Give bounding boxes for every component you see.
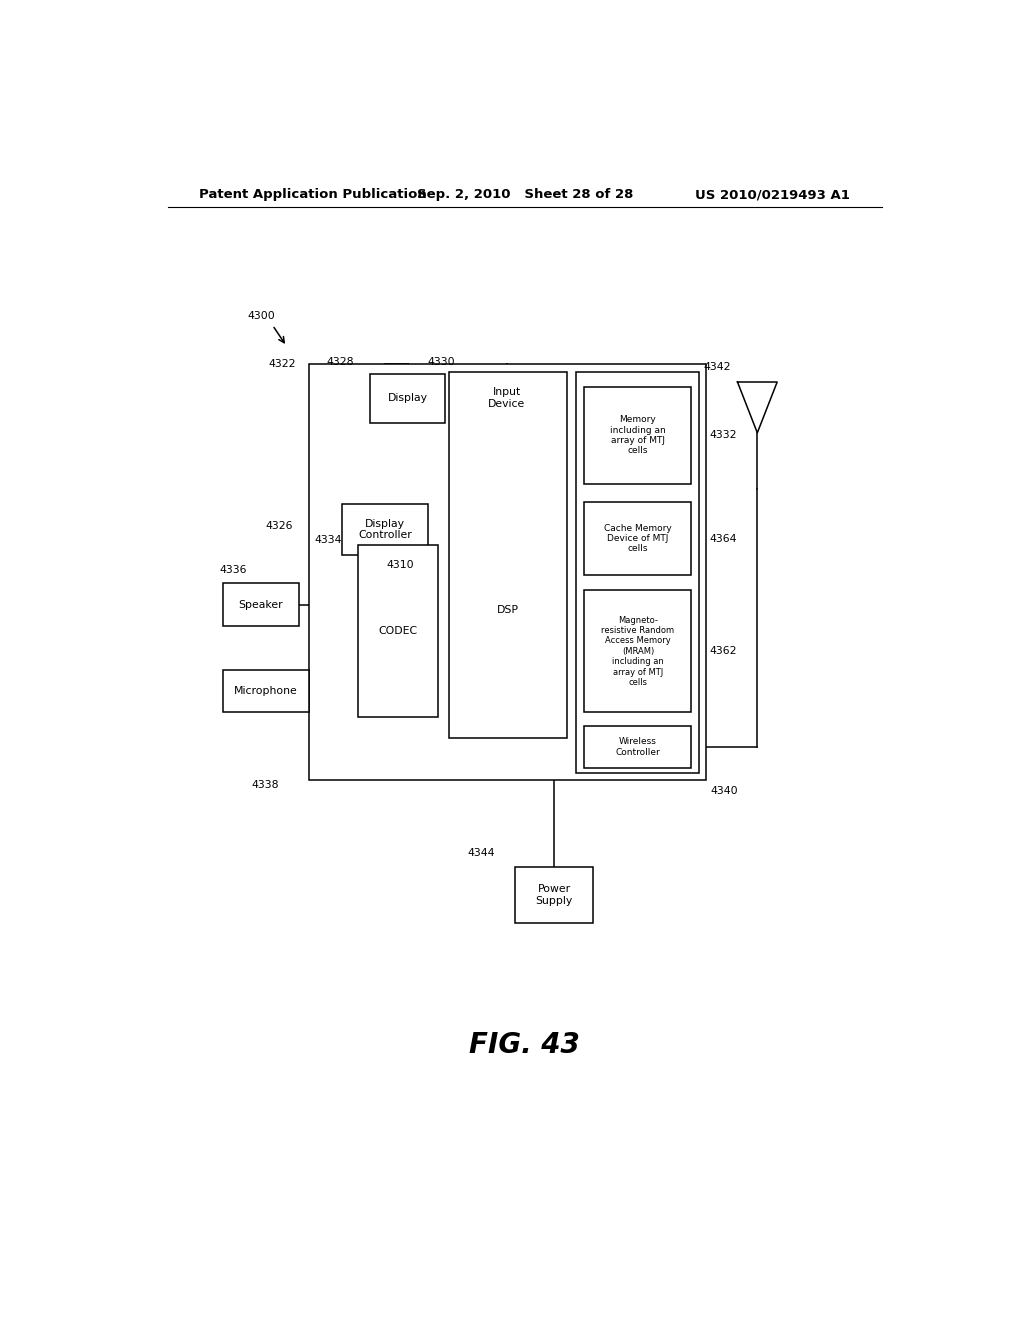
Text: Magneto-
resistive Random
Access Memory
(MRAM)
including an
array of MTJ
cells: Magneto- resistive Random Access Memory … xyxy=(601,615,675,686)
Bar xyxy=(450,372,567,738)
Text: 4322: 4322 xyxy=(268,359,296,368)
Bar xyxy=(469,374,545,422)
Text: 4310: 4310 xyxy=(386,560,414,570)
Bar xyxy=(585,502,691,576)
Text: Wireless
Controller: Wireless Controller xyxy=(615,737,660,756)
Text: DSP: DSP xyxy=(497,605,519,615)
Text: 4334: 4334 xyxy=(314,535,342,545)
Bar xyxy=(223,669,309,713)
Text: 4340: 4340 xyxy=(711,785,738,796)
Text: Display
Controller: Display Controller xyxy=(358,519,412,540)
Bar xyxy=(358,545,437,718)
Bar xyxy=(585,590,691,713)
Text: 4326: 4326 xyxy=(265,521,293,532)
Text: Cache Memory
Device of MTJ
cells: Cache Memory Device of MTJ cells xyxy=(604,524,672,553)
Text: 4338: 4338 xyxy=(251,780,279,791)
Text: 4362: 4362 xyxy=(710,647,737,656)
Text: 4336: 4336 xyxy=(219,565,247,576)
Text: Microphone: Microphone xyxy=(234,686,298,696)
Text: 4344: 4344 xyxy=(467,847,495,858)
Text: Patent Application Publication: Patent Application Publication xyxy=(200,189,427,202)
Text: FIG. 43: FIG. 43 xyxy=(469,1031,581,1059)
Text: 4332: 4332 xyxy=(710,430,737,441)
Text: 4330: 4330 xyxy=(427,356,455,367)
Text: Input
Device: Input Device xyxy=(488,388,525,409)
Bar xyxy=(585,726,691,768)
Text: Power
Supply: Power Supply xyxy=(536,884,572,906)
Text: 4342: 4342 xyxy=(703,362,731,372)
Bar xyxy=(515,867,593,923)
Bar xyxy=(342,504,428,554)
Bar xyxy=(585,387,691,483)
Text: 4328: 4328 xyxy=(327,356,354,367)
Bar xyxy=(577,372,699,774)
Text: 4300: 4300 xyxy=(247,312,274,321)
Text: Display: Display xyxy=(388,393,428,404)
Text: US 2010/0219493 A1: US 2010/0219493 A1 xyxy=(695,189,850,202)
Text: CODEC: CODEC xyxy=(378,626,418,636)
Bar xyxy=(370,374,445,422)
Text: Sep. 2, 2010   Sheet 28 of 28: Sep. 2, 2010 Sheet 28 of 28 xyxy=(417,189,633,202)
Bar xyxy=(309,364,706,780)
Text: 4364: 4364 xyxy=(710,533,737,544)
Text: Speaker: Speaker xyxy=(239,599,284,610)
Bar xyxy=(223,583,299,626)
Text: Memory
including an
array of MTJ
cells: Memory including an array of MTJ cells xyxy=(610,416,666,455)
